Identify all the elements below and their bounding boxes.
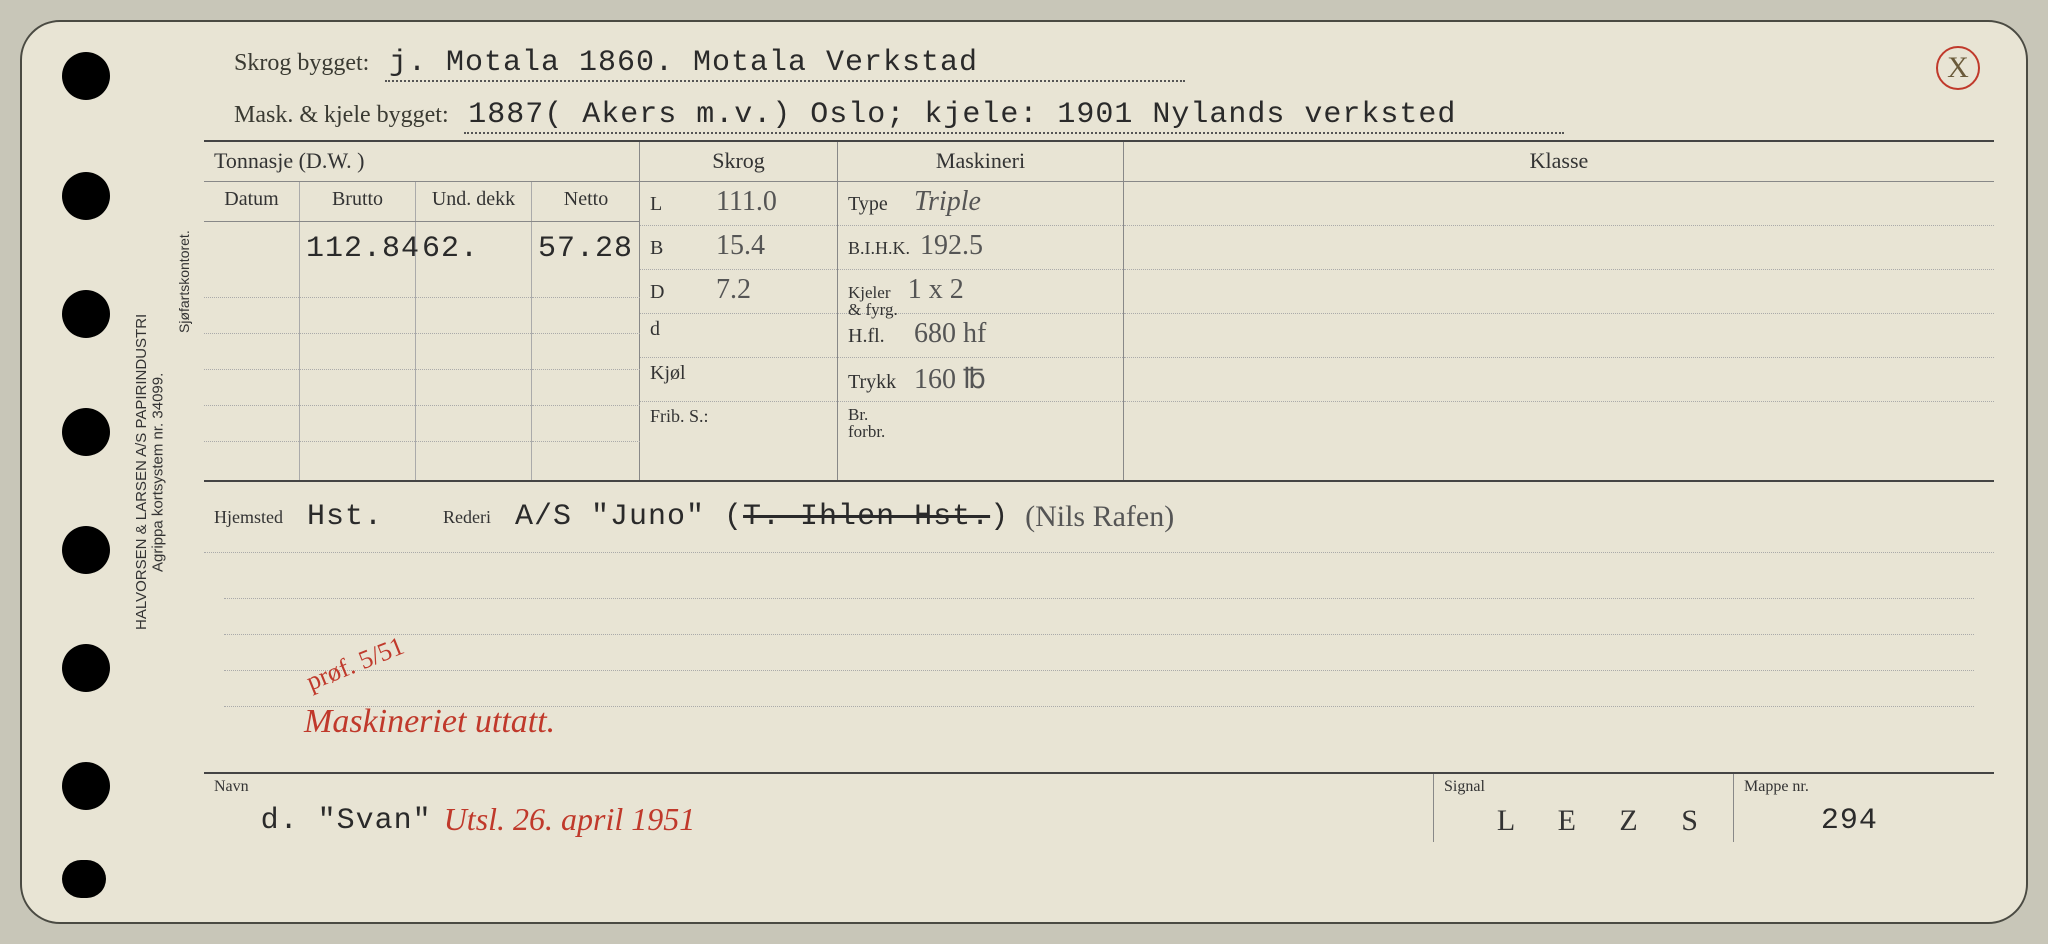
rederi-hand-note: (Nils Rafen) (1025, 500, 1174, 534)
mask-trykk-value: 160 ℔ (914, 362, 986, 396)
skrog-bygget-value: j. Motala 1860. Motala Verkstad (385, 46, 1185, 82)
rederi-close: ) (990, 500, 1009, 534)
navn-value: d. "Svan" (261, 804, 432, 838)
side-line2: Agrippa kortsystem nr. 34099. (150, 372, 167, 571)
col-datum: Datum (204, 182, 300, 221)
hole (62, 526, 110, 574)
col-brutto: Brutto (300, 182, 416, 221)
und-dekk-cell: 62. (416, 222, 532, 480)
col-netto: Netto (532, 182, 640, 221)
maskineri-column: Maskineri Type Triple B.I.H.K. 192.5 Kjele… (838, 142, 1124, 480)
mask-br-label: Br.forbr. (848, 406, 885, 440)
skrog-d2-label: d (650, 318, 706, 341)
mask-type-label: Type (848, 193, 904, 216)
signal-cell: Signal L E Z S (1434, 774, 1734, 842)
skrog-bygget-row: Skrog bygget: j. Motala 1860. Motala Ver… (204, 36, 1994, 88)
signal-label: Signal (1444, 778, 1485, 796)
datum-cell (204, 222, 300, 480)
und-dekk-value: 62. (422, 232, 479, 266)
netto-value: 57.28 (538, 232, 633, 266)
mask-hfl-value: 680 hf (914, 318, 986, 350)
skrog-B-label: B (650, 237, 706, 260)
mask-trykk-label: Trykk (848, 371, 904, 394)
klasse-column: Klasse (1124, 142, 1994, 480)
tonnasje-subheader: Datum Brutto Und. dekk Netto (204, 182, 639, 222)
skrog-B-value: 15.4 (716, 230, 765, 262)
footer-row: Navn d. "Svan" Utsl. 26. april 1951 Sign… (204, 772, 1994, 842)
hjemsted-row: Hjemsted Hst. Rederi A/S "Juno" ( T. Ihl… (204, 482, 1994, 552)
rederi-struck: T. Ihlen Hst. (743, 500, 990, 534)
skrog-column: Skrog L 111.0 B 15.4 D 7.2 d Kjøl Frib. S.: (640, 142, 838, 480)
tonnasje-body: 112.84 62. 57.28 (204, 222, 639, 480)
navn-red-note: Utsl. 26. april 1951 (444, 801, 696, 838)
skrog-header: Skrog (640, 142, 837, 182)
hole (62, 860, 106, 898)
navn-cell: Navn d. "Svan" Utsl. 26. april 1951 (204, 774, 1434, 842)
skrog-D-value: 7.2 (716, 274, 751, 306)
rederi-value: A/S "Juno" ( (515, 500, 743, 534)
brutto-cell: 112.84 (300, 222, 416, 480)
mappe-label: Mappe nr. (1744, 778, 1809, 796)
main-grid: Tonnasje (D.W. ) Datum Brutto Und. dekk … (204, 140, 1994, 480)
red-note-2: Maskineriet uttatt. (304, 703, 555, 740)
rederi-label: Rederi (443, 507, 491, 528)
mask-kjele-label: Mask. & kjele bygget: (234, 102, 449, 128)
hole (62, 644, 110, 692)
mask-type-value: Triple (914, 186, 981, 218)
tonnasje-header: Tonnasje (D.W. ) (204, 142, 639, 182)
hjemsted-label: Hjemsted (214, 507, 283, 528)
col-und-dekk: Und. dekk (416, 182, 532, 221)
mappe-value: 294 (1821, 804, 1878, 838)
skrog-D-label: D (650, 281, 706, 304)
netto-cell: 57.28 (532, 222, 640, 480)
mask-bihk-label: B.I.H.K. (848, 238, 910, 259)
skrog-L-value: 111.0 (716, 186, 777, 218)
index-card: HALVORSEN & LARSEN A/S PAPIRINDUSTRI Agr… (20, 20, 2028, 924)
mask-kjeler-value: 1 x 2 (908, 274, 964, 306)
hole (62, 408, 110, 456)
side-line1: HALVORSEN & LARSEN A/S PAPIRINDUSTRI (133, 314, 150, 630)
binder-holes (52, 22, 132, 922)
maskineri-header: Maskineri (838, 142, 1123, 182)
signal-value: L E Z S (1497, 804, 1716, 838)
mask-kjele-value: 1887( Akers m.v.) Oslo; kjele: 1901 Nyla… (464, 98, 1564, 134)
side-print-right: Sjøfartskontoret. (176, 182, 196, 382)
mask-bihk-value: 192.5 (920, 230, 983, 262)
hole (62, 290, 110, 338)
klasse-body (1124, 182, 1994, 480)
skrog-L-label: L (650, 193, 706, 216)
brutto-value: 112.84 (306, 232, 420, 266)
card-content: Skrog bygget: j. Motala 1860. Motala Ver… (204, 36, 1994, 912)
hole (62, 762, 110, 810)
mappe-cell: Mappe nr. 294 (1734, 774, 1994, 842)
skrog-frib-label: Frib. S.: (650, 406, 709, 427)
hole (62, 172, 110, 220)
hole (62, 52, 110, 100)
skrog-bygget-label: Skrog bygget: (234, 50, 369, 76)
mask-kjele-row: Mask. & kjele bygget: 1887( Akers m.v.) … (204, 88, 1994, 140)
mask-hfl-label: H.fl. (848, 325, 904, 348)
klasse-header: Klasse (1124, 142, 1994, 182)
navn-label: Navn (214, 778, 249, 796)
tonnasje-block: Tonnasje (D.W. ) Datum Brutto Und. dekk … (204, 142, 640, 480)
side-print-main: HALVORSEN & LARSEN A/S PAPIRINDUSTRI Agr… (134, 232, 158, 712)
mask-kjeler-label: Kjeler& fyrg. (848, 284, 898, 318)
notes-area: prøf. 5/51 Maskineriet uttatt. (204, 552, 1994, 772)
hjemsted-value: Hst. (307, 500, 383, 534)
skrog-kjol-label: Kjøl (650, 362, 706, 385)
